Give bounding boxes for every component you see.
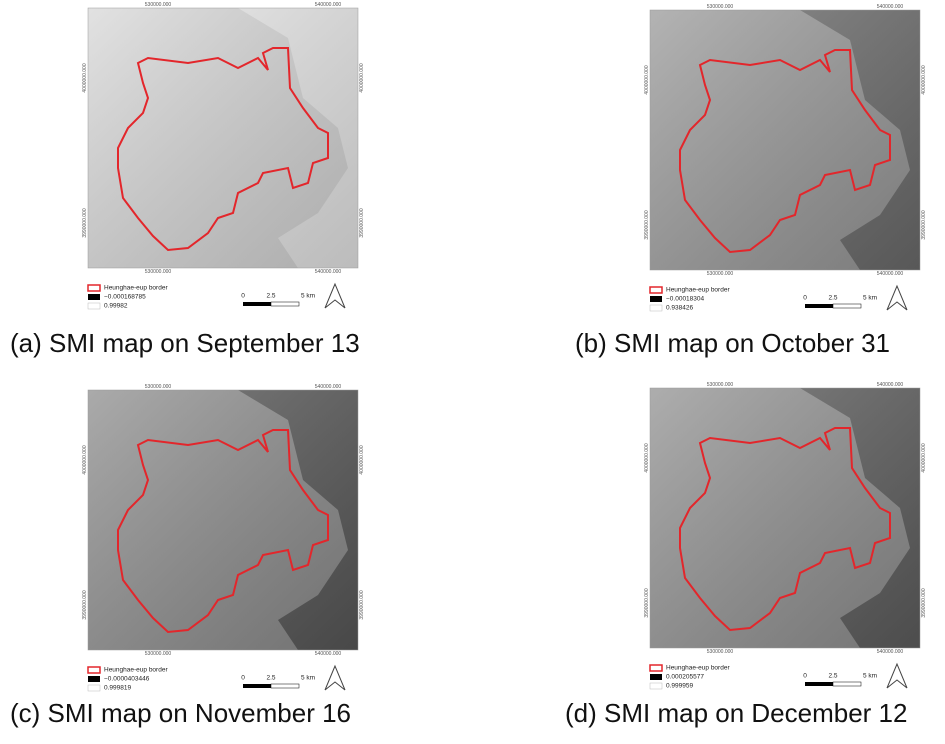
scale-label: 0 xyxy=(803,673,807,680)
scale-bar-white xyxy=(833,304,861,308)
legend-max-swatch xyxy=(88,303,100,309)
scale-label: 5 km xyxy=(863,673,877,680)
legend-max-label: 0.938426 xyxy=(666,305,693,312)
x-coordinate-label: 540000.000 xyxy=(877,271,904,277)
x-coordinate-label: 540000.000 xyxy=(315,651,342,657)
map-panel: 530000.000 530000.000 540000.000 540000.000… xyxy=(644,4,927,312)
x-coordinate-label: 530000.000 xyxy=(707,271,734,277)
y-coordinate-label: 3990000.000 xyxy=(82,208,88,237)
legend-min-swatch xyxy=(88,294,100,300)
x-coordinate-label: 540000.000 xyxy=(315,2,342,8)
scale-label: 2.5 xyxy=(828,295,837,302)
y-coordinate-label: 4000000.000 xyxy=(921,65,927,94)
caption: (a) SMI map on September 13 xyxy=(10,328,360,358)
scale-label: 0 xyxy=(241,293,245,300)
y-coordinate-label: 4000000.000 xyxy=(644,443,650,472)
legend-border-label: Heunghae-eup border xyxy=(104,667,168,674)
y-coordinate-label: 4000000.000 xyxy=(82,63,88,92)
y-coordinate-label: 3990000.000 xyxy=(921,588,927,617)
legend-min-label: −0.00018304 xyxy=(666,296,705,303)
x-coordinate-label: 530000.000 xyxy=(707,649,734,655)
scale-label: 2.5 xyxy=(828,673,837,680)
x-coordinate-label: 540000.000 xyxy=(315,269,342,275)
y-coordinate-label: 4000000.000 xyxy=(921,443,927,472)
legend-border-label: Heunghae-eup border xyxy=(104,285,168,292)
map-panel: 530000.000 530000.000 540000.000 540000.000… xyxy=(644,382,927,690)
legend-border-swatch xyxy=(650,665,662,671)
scale-label: 2.5 xyxy=(266,293,275,300)
scale-label: 5 km xyxy=(301,675,315,682)
map-panel: 530000.000 530000.000 540000.000 540000.000… xyxy=(82,384,365,692)
y-coordinate-label: 4000000.000 xyxy=(359,63,365,92)
x-coordinate-label: 530000.000 xyxy=(145,269,172,275)
north-arrow xyxy=(887,664,907,688)
map-shading xyxy=(88,390,358,650)
legend-min-label: −0.000168785 xyxy=(104,294,146,301)
map-shading xyxy=(88,8,358,268)
legend-max-label: 0.999959 xyxy=(666,683,693,690)
legend-max-swatch xyxy=(650,683,662,689)
y-coordinate-label: 4000000.000 xyxy=(82,445,88,474)
legend-border-swatch xyxy=(88,667,100,673)
north-arrow xyxy=(325,666,345,690)
x-coordinate-label: 530000.000 xyxy=(707,382,734,388)
legend-border-swatch xyxy=(88,285,100,291)
y-coordinate-label: 3990000.000 xyxy=(644,588,650,617)
map-shading xyxy=(650,388,920,648)
y-coordinate-label: 4000000.000 xyxy=(359,445,365,474)
y-coordinate-label: 3990000.000 xyxy=(921,210,927,239)
x-coordinate-label: 540000.000 xyxy=(315,384,342,390)
scale-label: 2.5 xyxy=(266,675,275,682)
legend-border-label: Heunghae-eup border xyxy=(666,665,730,672)
scale-label: 0 xyxy=(241,675,245,682)
y-coordinate-label: 3990000.000 xyxy=(359,208,365,237)
scale-label: 5 km xyxy=(301,293,315,300)
y-coordinate-label: 3990000.000 xyxy=(644,210,650,239)
figure: 530000.000 530000.000 540000.000 540000.000… xyxy=(0,0,945,744)
legend-max-label: 0.999819 xyxy=(104,685,131,692)
scale-bar-black xyxy=(243,302,271,306)
y-coordinate-label: 3990000.000 xyxy=(82,590,88,619)
legend-max-swatch xyxy=(88,685,100,691)
scale-bar-black xyxy=(243,684,271,688)
x-coordinate-label: 540000.000 xyxy=(877,382,904,388)
y-coordinate-label: 3990000.000 xyxy=(359,590,365,619)
legend-min-swatch xyxy=(650,674,662,680)
scale-bar-white xyxy=(271,684,299,688)
x-coordinate-label: 530000.000 xyxy=(707,4,734,10)
scale-label: 0 xyxy=(803,295,807,302)
legend-min-label: −0.0000403446 xyxy=(104,676,150,683)
map-shading xyxy=(650,10,920,270)
x-coordinate-label: 540000.000 xyxy=(877,649,904,655)
scale-bar-white xyxy=(271,302,299,306)
scale-bar-white xyxy=(833,682,861,686)
x-coordinate-label: 530000.000 xyxy=(145,384,172,390)
x-coordinate-label: 540000.000 xyxy=(877,4,904,10)
caption: (d) SMI map on December 12 xyxy=(565,698,907,728)
legend-min-swatch xyxy=(88,676,100,682)
legend-min-swatch xyxy=(650,296,662,302)
scale-label: 5 km xyxy=(863,295,877,302)
legend-border-label: Heunghae-eup border xyxy=(666,287,730,294)
north-arrow xyxy=(325,284,345,308)
legend-min-label: 0.000205577 xyxy=(666,674,704,681)
scale-bar-black xyxy=(805,304,833,308)
x-coordinate-label: 530000.000 xyxy=(145,2,172,8)
x-coordinate-label: 530000.000 xyxy=(145,651,172,657)
caption: (c) SMI map on November 16 xyxy=(10,698,351,728)
north-arrow xyxy=(887,286,907,310)
legend-border-swatch xyxy=(650,287,662,293)
legend-max-swatch xyxy=(650,305,662,311)
map-panel: 530000.000 530000.000 540000.000 540000.000… xyxy=(82,2,365,310)
caption: (b) SMI map on October 31 xyxy=(575,328,890,358)
scale-bar-black xyxy=(805,682,833,686)
legend-max-label: 0.99982 xyxy=(104,303,128,310)
y-coordinate-label: 4000000.000 xyxy=(644,65,650,94)
